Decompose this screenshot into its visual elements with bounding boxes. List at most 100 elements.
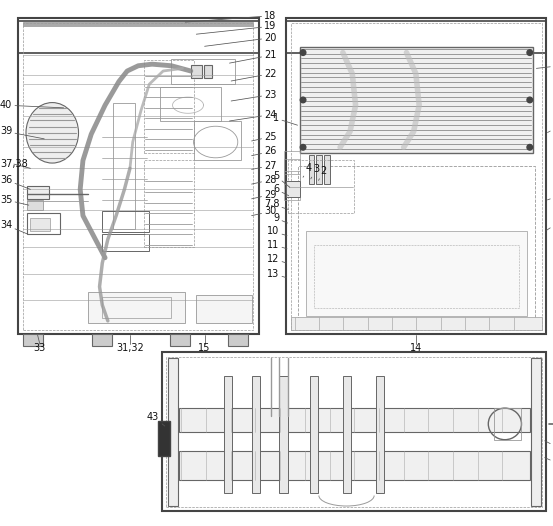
Bar <box>27 200 43 210</box>
Bar <box>158 421 170 456</box>
Circle shape <box>300 50 306 55</box>
Text: 36: 36 <box>0 175 30 189</box>
Bar <box>343 376 351 493</box>
Bar <box>252 376 260 493</box>
Text: 27: 27 <box>252 160 277 171</box>
Bar <box>144 160 194 247</box>
Bar <box>23 23 253 330</box>
Text: 23: 23 <box>231 89 276 101</box>
Text: 2: 2 <box>319 166 327 180</box>
Circle shape <box>527 50 533 55</box>
Bar <box>284 159 300 184</box>
Bar <box>228 334 248 346</box>
Text: 42: 42 <box>545 441 553 453</box>
Bar <box>166 357 542 507</box>
Text: 41: 41 <box>545 458 553 469</box>
Bar <box>88 292 185 323</box>
Bar <box>298 166 535 323</box>
Bar <box>113 103 135 229</box>
Bar <box>30 218 50 231</box>
Text: 40: 40 <box>0 100 64 110</box>
Text: 14: 14 <box>536 60 553 71</box>
Bar <box>279 376 288 493</box>
Bar <box>286 181 300 197</box>
Ellipse shape <box>26 103 79 163</box>
Text: 35: 35 <box>0 195 29 205</box>
Bar <box>306 231 527 316</box>
Text: 29: 29 <box>252 189 276 200</box>
Bar <box>194 121 241 160</box>
Bar <box>196 295 252 323</box>
Bar <box>160 87 221 121</box>
Text: 16: 16 <box>547 190 553 201</box>
Bar <box>531 358 541 506</box>
Bar <box>18 21 259 53</box>
Bar <box>286 18 546 334</box>
Text: 34: 34 <box>0 220 28 234</box>
Bar <box>224 376 232 493</box>
Text: 19: 19 <box>196 21 276 34</box>
Bar <box>284 171 300 200</box>
Text: 39: 39 <box>0 126 44 139</box>
Bar <box>18 18 259 334</box>
Text: 24: 24 <box>229 109 276 121</box>
Circle shape <box>527 145 533 150</box>
Text: 43: 43 <box>147 411 165 426</box>
Text: 15: 15 <box>547 121 553 133</box>
Circle shape <box>300 97 306 103</box>
Text: 11: 11 <box>267 239 287 250</box>
Bar <box>286 21 546 53</box>
Circle shape <box>527 97 533 103</box>
Text: 3: 3 <box>311 164 320 179</box>
Bar <box>300 47 533 153</box>
Text: 31,32: 31,32 <box>116 343 144 353</box>
Bar <box>191 65 202 78</box>
Bar <box>204 65 212 78</box>
Text: 9: 9 <box>273 213 288 224</box>
Text: 28: 28 <box>252 175 276 185</box>
Text: 26: 26 <box>252 146 276 157</box>
Bar <box>92 334 112 346</box>
Bar <box>27 213 60 234</box>
Text: 13: 13 <box>267 268 286 279</box>
Bar <box>309 155 314 184</box>
Bar <box>324 155 330 184</box>
Bar <box>102 297 171 318</box>
Text: 22: 22 <box>231 68 277 81</box>
Text: 18: 18 <box>185 11 276 22</box>
Text: 30: 30 <box>252 206 276 217</box>
Text: 25: 25 <box>252 132 277 142</box>
Text: 14: 14 <box>410 343 422 353</box>
Bar <box>284 151 300 174</box>
Bar <box>168 358 178 506</box>
Bar <box>179 408 530 432</box>
Bar <box>171 59 235 84</box>
Bar <box>291 317 542 330</box>
Bar <box>162 352 546 511</box>
Text: 17: 17 <box>546 217 553 230</box>
Text: 37,38: 37,38 <box>0 159 30 169</box>
Text: 20: 20 <box>205 33 276 46</box>
Text: 12: 12 <box>267 254 286 264</box>
Text: 10: 10 <box>267 226 287 237</box>
Text: 5: 5 <box>273 171 290 187</box>
Text: 15: 15 <box>199 343 211 353</box>
Text: 4: 4 <box>303 163 312 177</box>
Bar <box>23 334 43 346</box>
Bar <box>288 160 354 213</box>
Bar <box>102 234 149 251</box>
Text: 33: 33 <box>34 343 46 353</box>
Bar <box>144 60 194 153</box>
Bar <box>376 376 384 493</box>
Text: 1: 1 <box>273 113 298 125</box>
Text: 6: 6 <box>273 184 289 196</box>
Text: 7,8: 7,8 <box>264 199 288 209</box>
Bar <box>23 22 253 26</box>
Bar <box>179 451 530 480</box>
Bar <box>27 186 49 199</box>
Bar <box>291 23 542 330</box>
Bar <box>170 334 190 346</box>
Bar <box>102 211 149 232</box>
Text: 21: 21 <box>229 50 276 63</box>
Bar <box>494 408 521 440</box>
